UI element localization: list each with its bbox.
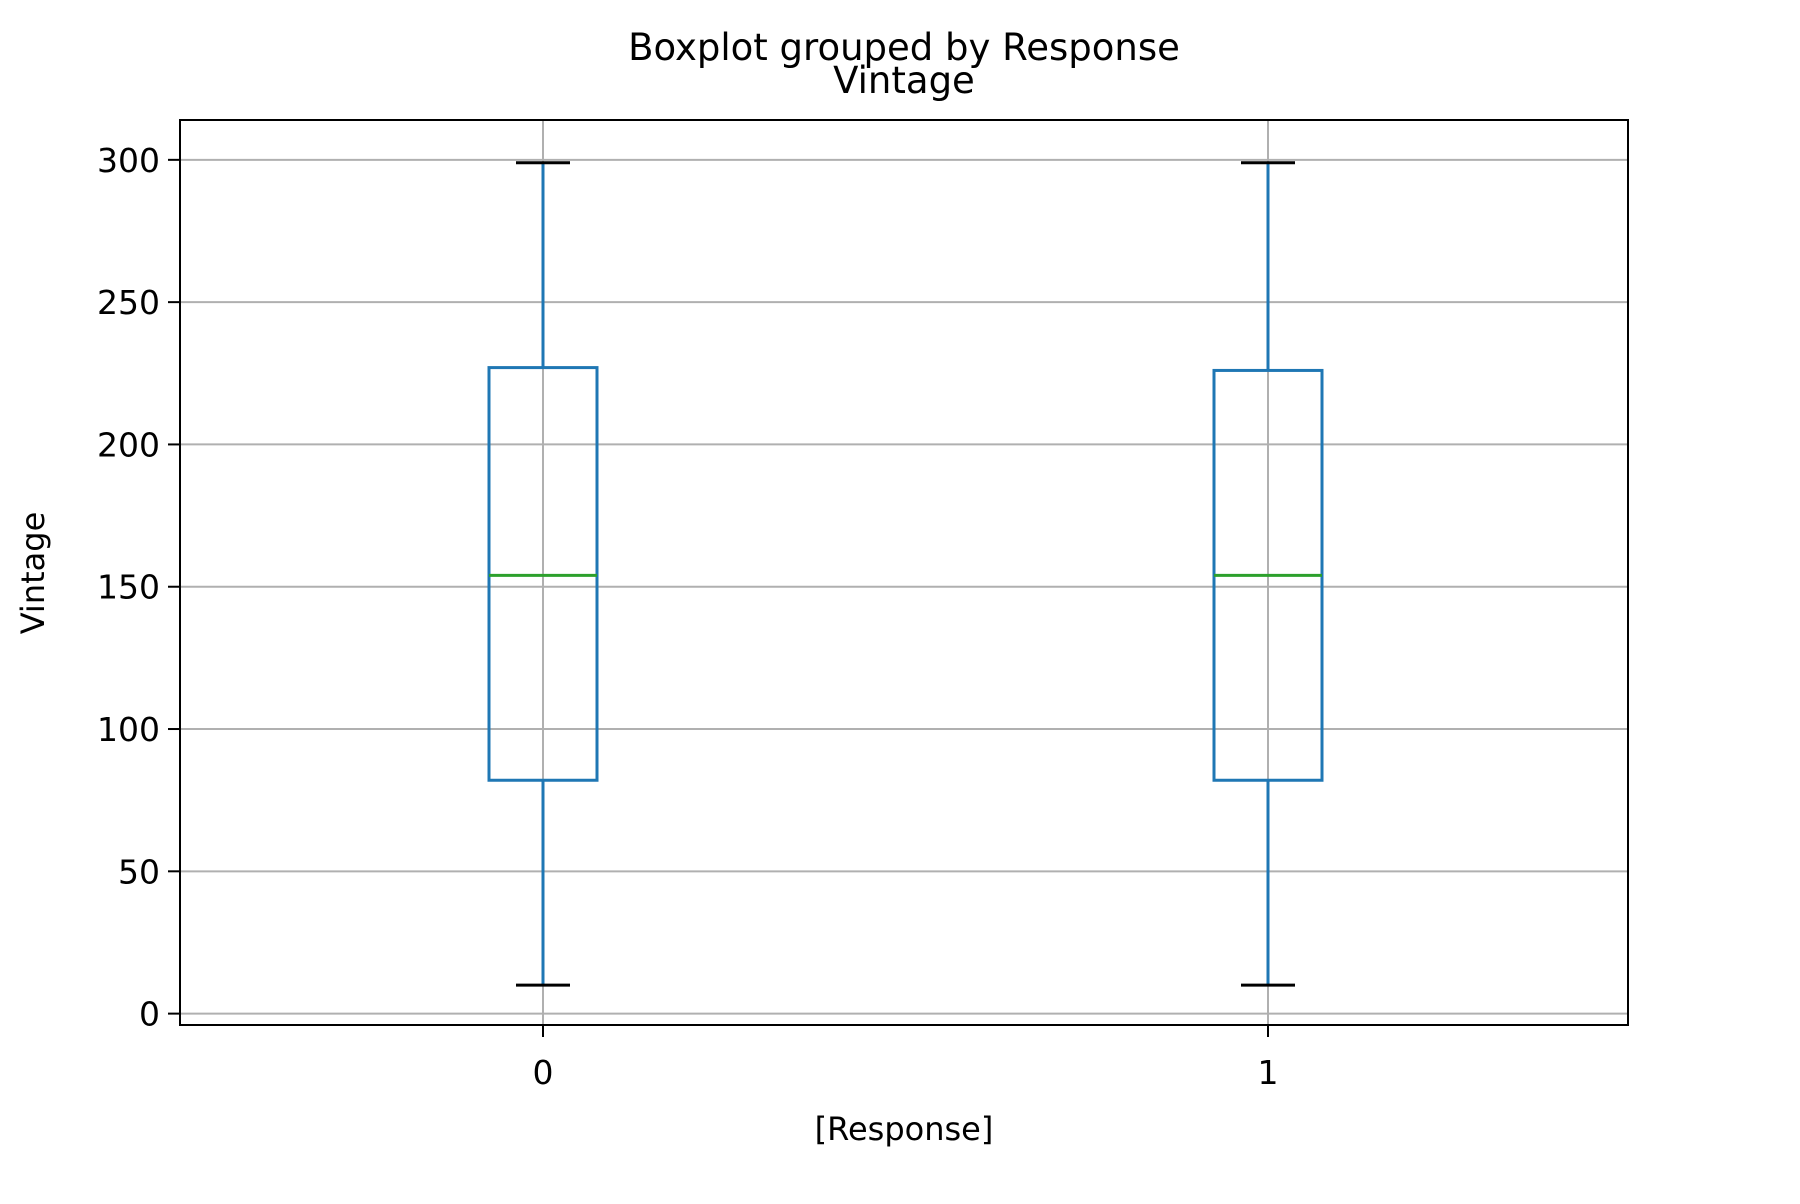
- axes-frame: [179, 119, 1629, 1026]
- y-tick-label: 0: [139, 995, 160, 1034]
- y-tick-label: 250: [97, 283, 160, 322]
- y-tick-label: 150: [97, 568, 160, 607]
- chart-title: Vintage: [833, 59, 975, 102]
- box-group-1: [1212, 161, 1324, 987]
- axis-ticks: 0 50 100 150 200 250 300 0 1: [97, 141, 1279, 1092]
- box-group-0: [487, 161, 599, 987]
- x-tick-label: 0: [533, 1053, 554, 1092]
- x-tick-label: 1: [1258, 1053, 1279, 1092]
- y-axis-label: Vintage: [14, 512, 52, 635]
- chart-suptitle: Boxplot grouped by Response: [628, 26, 1180, 69]
- y-tick-label: 100: [97, 710, 160, 749]
- y-tick-label: 50: [118, 852, 160, 891]
- box-series: [487, 161, 1324, 987]
- y-tick-label: 200: [97, 425, 160, 464]
- y-tick-label: 300: [97, 141, 160, 180]
- grid-lines: [180, 120, 1628, 1025]
- x-axis-label: [Response]: [815, 1110, 994, 1148]
